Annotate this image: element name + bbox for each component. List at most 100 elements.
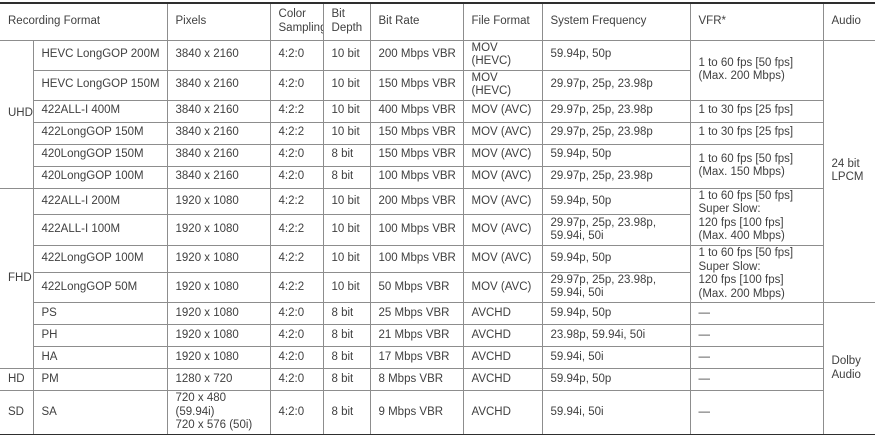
group-label-uhd: UHD bbox=[0, 39, 34, 189]
cell-system-frequency: 29.97p, 25p, 23.98p bbox=[541, 165, 691, 189]
col-header-audio: Audio bbox=[822, 3, 875, 41]
cell-format: 420LongGOP 150M bbox=[32, 143, 168, 167]
cell-color-sampling: 4:2:0 bbox=[269, 390, 324, 435]
cell-audio-dolby: Dolby Audio bbox=[822, 302, 875, 435]
cell-bit-depth: 8 bit bbox=[322, 143, 371, 167]
cell-bit-rate: 17 Mbps VBR bbox=[369, 346, 464, 370]
cell-bit-depth: 10 bit bbox=[322, 214, 371, 246]
cell-bit-rate: 9 Mbps VBR bbox=[369, 390, 464, 435]
cell-bit-rate: 25 Mbps VBR bbox=[369, 302, 464, 326]
cell-bit-rate: 8 Mbps VBR bbox=[369, 368, 464, 392]
cell-format: 422ALL-I 400M bbox=[32, 99, 168, 123]
cell-bit-depth: 10 bit bbox=[322, 245, 371, 273]
col-header-vfr: VFR* bbox=[689, 3, 824, 41]
cell-format: HEVC LongGOP 200M bbox=[32, 39, 168, 71]
table-row: 422LongGOP 100M 1920 x 1080 4:2:2 10 bit… bbox=[0, 244, 875, 304]
cell-system-frequency: 29.97p, 25p, 23.98p bbox=[541, 69, 691, 101]
table-row: 420LongGOP 150M 3840 x 2160 4:2:0 8 bit … bbox=[0, 143, 875, 189]
cell-vfr: 1 to 60 fps [50 fps] Super Slow: 120 fps… bbox=[689, 244, 824, 304]
cell-file-format: AVCHD bbox=[462, 368, 543, 392]
cell-pixels: 1920 x 1080 bbox=[166, 245, 271, 273]
cell-bit-rate: 21 Mbps VBR bbox=[369, 324, 464, 348]
table-row: FHD 422ALL-I 200M 1920 x 1080 4:2:2 10 b… bbox=[0, 187, 875, 370]
cell-pixels: 3840 x 2160 bbox=[166, 69, 271, 101]
cell-bit-rate: 100 Mbps VBR bbox=[369, 165, 464, 189]
cell-bit-rate: 50 Mbps VBR bbox=[369, 271, 464, 304]
cell-format: PM bbox=[32, 368, 168, 392]
cell-vfr: 1 to 60 fps [50 fps] Super Slow: 120 fps… bbox=[689, 187, 824, 247]
cell-format: PS bbox=[32, 302, 168, 326]
cell-format: HEVC LongGOP 150M bbox=[32, 69, 168, 101]
table-row: 422ALL-I 100M 1920 x 1080 4:2:2 10 bit 1… bbox=[0, 214, 875, 246]
cell-bit-depth: 10 bit bbox=[322, 99, 371, 123]
cell-pixels: 1920 x 1080 bbox=[166, 187, 271, 216]
cell-color-sampling: 4:2:0 bbox=[269, 143, 324, 167]
cell-bit-rate: 400 Mbps VBR bbox=[369, 99, 464, 123]
cell-bit-depth: 10 bit bbox=[322, 69, 371, 101]
cell-file-format: MOV (AVC) bbox=[462, 245, 543, 273]
cell-format: SA bbox=[32, 390, 168, 435]
cell-file-format: AVCHD bbox=[462, 324, 543, 348]
header-row: Recording Format Pixels Color Sampling B… bbox=[0, 3, 875, 41]
table-row: 422LongGOP 150M 3840 x 2160 4:2:2 10 bit… bbox=[0, 121, 875, 145]
cell-file-format: MOV (AVC) bbox=[462, 121, 543, 145]
cell-system-frequency: 23.98p, 59.94i, 50i bbox=[541, 324, 691, 348]
cell-color-sampling: 4:2:0 bbox=[269, 69, 324, 101]
cell-bit-rate: 150 Mbps VBR bbox=[369, 69, 464, 101]
cell-color-sampling: 4:2:2 bbox=[269, 121, 324, 145]
cell-bit-rate: 100 Mbps VBR bbox=[369, 245, 464, 273]
cell-system-frequency: 59.94i, 50i bbox=[541, 346, 691, 370]
col-header-bit-rate: Bit Rate bbox=[369, 3, 464, 41]
cell-format: 422ALL-I 100M bbox=[32, 214, 168, 246]
cell-bit-depth: 8 bit bbox=[322, 346, 371, 370]
cell-file-format: MOV (HEVC) bbox=[462, 69, 543, 101]
cell-pixels: 3840 x 2160 bbox=[166, 143, 271, 167]
cell-format: PH bbox=[32, 324, 168, 348]
group-label-hd: HD bbox=[0, 368, 34, 392]
cell-color-sampling: 4:2:0 bbox=[269, 324, 324, 348]
cell-vfr: 1 to 60 fps [50 fps] (Max. 200 Mbps) bbox=[689, 39, 824, 101]
cell-system-frequency: 29.97p, 25p, 23.98p, 59.94i, 50i bbox=[541, 214, 691, 246]
cell-system-frequency: 29.97p, 25p, 23.98p bbox=[541, 121, 691, 145]
cell-bit-depth: 10 bit bbox=[322, 39, 371, 71]
cell-bit-rate: 150 Mbps VBR bbox=[369, 143, 464, 167]
cell-pixels: 1920 x 1080 bbox=[166, 324, 271, 348]
cell-file-format: MOV (AVC) bbox=[462, 271, 543, 304]
cell-file-format: MOV (AVC) bbox=[462, 165, 543, 189]
cell-format: 422LongGOP 50M bbox=[32, 271, 168, 304]
table-row: PS 1920 x 1080 4:2:0 8 bit 25 Mbps VBR A… bbox=[0, 302, 875, 435]
table-row: 422ALL-I 400M 3840 x 2160 4:2:2 10 bit 4… bbox=[0, 99, 875, 123]
table-row: HEVC LongGOP 150M 3840 x 2160 4:2:0 10 b… bbox=[0, 69, 875, 101]
cell-pixels: 1920 x 1080 bbox=[166, 271, 271, 304]
cell-format: 422LongGOP 150M bbox=[32, 121, 168, 145]
cell-color-sampling: 4:2:0 bbox=[269, 302, 324, 326]
cell-bit-depth: 8 bit bbox=[322, 390, 371, 435]
cell-system-frequency: 59.94p, 50p bbox=[541, 39, 691, 71]
cell-system-frequency: 59.94p, 50p bbox=[541, 143, 691, 167]
col-header-color-sampling: Color Sampling bbox=[269, 3, 324, 41]
cell-bit-rate: 200 Mbps VBR bbox=[369, 187, 464, 216]
cell-format: 422LongGOP 100M bbox=[32, 245, 168, 273]
cell-color-sampling: 4:2:0 bbox=[269, 39, 324, 71]
cell-bit-rate: 150 Mbps VBR bbox=[369, 121, 464, 145]
cell-vfr: 1 to 30 fps [25 fps] bbox=[689, 99, 824, 123]
cell-audio-lpcm: 24 bit LPCM bbox=[822, 39, 875, 304]
cell-vfr: 1 to 30 fps [25 fps] bbox=[689, 121, 824, 145]
cell-vfr: — bbox=[689, 324, 824, 348]
cell-bit-depth: 8 bit bbox=[322, 324, 371, 348]
cell-color-sampling: 4:2:0 bbox=[269, 346, 324, 370]
cell-system-frequency: 29.97p, 25p, 23.98p bbox=[541, 99, 691, 123]
cell-color-sampling: 4:2:0 bbox=[269, 165, 324, 189]
cell-color-sampling: 4:2:2 bbox=[269, 187, 324, 216]
cell-vfr: 1 to 60 fps [50 fps] (Max. 150 Mbps) bbox=[689, 143, 824, 189]
cell-format: 420LongGOP 100M bbox=[32, 165, 168, 189]
group-label-fhd: FHD bbox=[0, 187, 34, 370]
cell-file-format: MOV (AVC) bbox=[462, 99, 543, 123]
cell-pixels: 1920 x 1080 bbox=[166, 214, 271, 246]
cell-pixels: 3840 x 2160 bbox=[166, 165, 271, 189]
cell-vfr: — bbox=[689, 368, 824, 392]
cell-file-format: AVCHD bbox=[462, 302, 543, 326]
cell-system-frequency: 59.94i, 50i bbox=[541, 390, 691, 435]
